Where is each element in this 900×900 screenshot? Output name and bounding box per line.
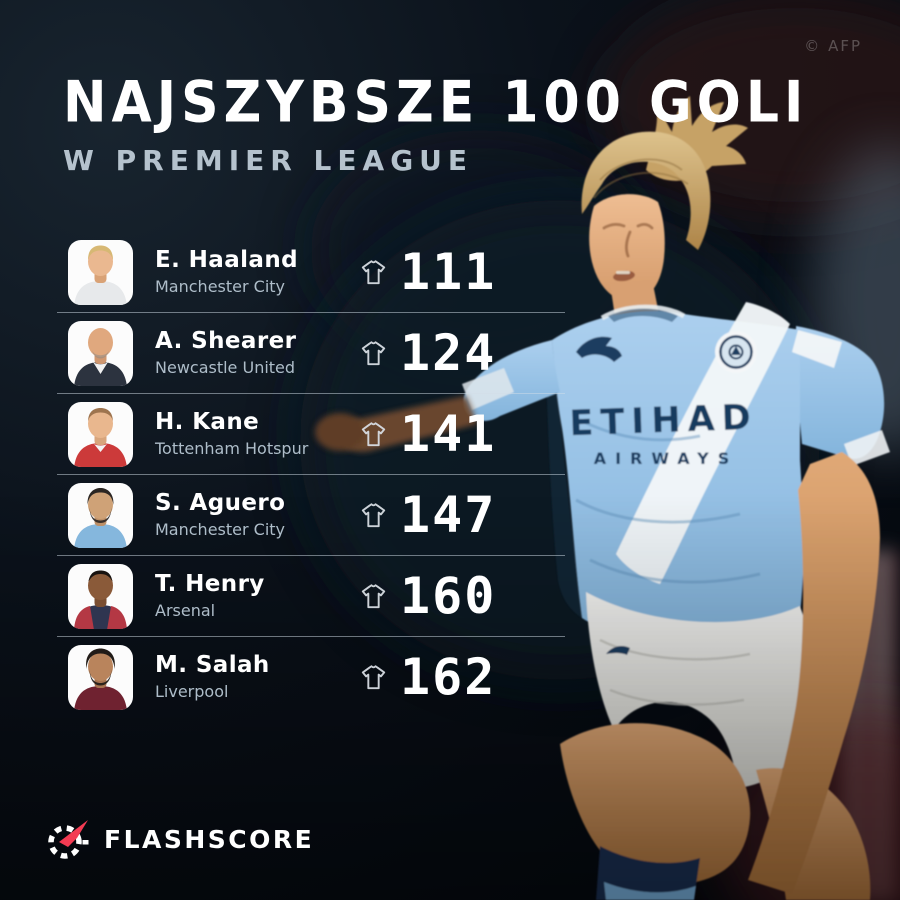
matches-count: 147 [400, 486, 497, 544]
player-team: Liverpool [155, 682, 229, 702]
player-score: 162 [360, 637, 496, 717]
player-info: H. Kane Tottenham Hotspur [155, 408, 309, 459]
player-name: M. Salah [155, 651, 270, 678]
avatar-kane-illustration [74, 407, 127, 467]
jersey-icon [361, 664, 386, 689]
matches-count: 160 [400, 567, 497, 625]
player-avatar [68, 563, 133, 629]
player-name: H. Kane [155, 408, 260, 435]
page-title: NAJSZYBSZE 100 GOLI [63, 69, 809, 136]
matches-count: 124 [400, 324, 497, 382]
player-score: 147 [360, 475, 496, 555]
matches-count: 111 [400, 243, 497, 301]
player-info: S. Aguero Manchester City [155, 489, 286, 540]
player-team: Manchester City [155, 277, 286, 297]
player-row: E. Haaland Manchester City 111 [57, 232, 565, 312]
jersey-icon [361, 259, 386, 284]
player-avatar [68, 644, 133, 710]
player-team: Arsenal [155, 601, 216, 621]
player-name: E. Haaland [155, 246, 298, 273]
avatar-henry-illustration [74, 570, 127, 629]
player-info: M. Salah Liverpool [155, 651, 270, 702]
player-name: T. Henry [155, 570, 265, 597]
player-avatar [68, 482, 133, 548]
flashscore-brand: FLASHSCORE [44, 816, 314, 862]
avatar-haaland-illustration [74, 245, 127, 305]
flashscore-logo-icon [48, 820, 89, 859]
avatar-shearer-illustration [74, 327, 127, 386]
photo-credit: © AFP [804, 37, 862, 55]
player-info: A. Shearer Newcastle United [155, 327, 297, 378]
avatar-salah-illustration [74, 648, 127, 710]
jersey-icon [361, 502, 386, 527]
player-row: A. Shearer Newcastle United 124 [57, 312, 565, 393]
page-subtitle: W PREMIER LEAGUE [63, 144, 474, 178]
player-team: Tottenham Hotspur [155, 439, 309, 459]
jersey-icon [361, 583, 386, 608]
player-avatar [68, 320, 133, 386]
player-avatar [68, 401, 133, 467]
player-team: Manchester City [155, 520, 286, 540]
player-row: H. Kane Tottenham Hotspur 141 [57, 393, 565, 474]
player-name: S. Aguero [155, 489, 286, 516]
player-info: E. Haaland Manchester City [155, 246, 298, 297]
player-row: T. Henry Arsenal 160 [57, 555, 565, 636]
player-score: 141 [360, 394, 496, 474]
avatar-aguero-illustration [74, 487, 127, 548]
player-avatar [68, 239, 133, 305]
jersey-icon [361, 340, 386, 365]
brand-name: FLASHSCORE [104, 824, 315, 854]
matches-count: 141 [400, 405, 497, 463]
player-score: 160 [360, 556, 496, 636]
header: NAJSZYBSZE 100 GOLI W PREMIER LEAGUE [63, 72, 808, 177]
player-score: 111 [360, 232, 496, 312]
player-row: M. Salah Liverpool 162 [57, 636, 565, 717]
player-score: 124 [360, 313, 496, 393]
player-name: A. Shearer [155, 327, 297, 354]
jersey-icon [361, 421, 386, 446]
player-team: Newcastle United [155, 358, 296, 378]
player-row: S. Aguero Manchester City 147 [57, 474, 565, 555]
player-info: T. Henry Arsenal [155, 570, 265, 621]
matches-count: 162 [400, 648, 497, 706]
players-list: E. Haaland Manchester City 111 [57, 232, 565, 717]
